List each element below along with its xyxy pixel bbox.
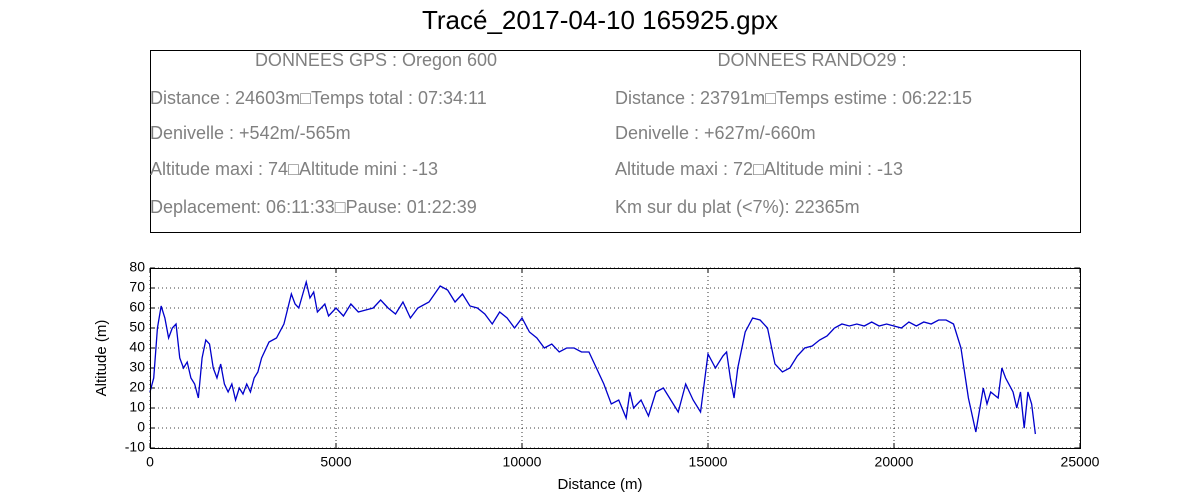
y-tick-label: 40	[129, 339, 145, 355]
x-axis-label: Distance (m)	[557, 476, 642, 493]
y-tick-label: 80	[129, 259, 145, 275]
y-tick-label: 0	[137, 419, 145, 435]
info-text: Distance : 24603m□Temps total : 07:34:11	[150, 88, 487, 108]
y-tick-label: 50	[129, 319, 145, 335]
info-text: Distance : 23791m□Temps estime : 06:22:1…	[615, 88, 972, 108]
y-tick-label: -10	[125, 439, 145, 455]
y-tick-label: 10	[129, 399, 145, 415]
altitude-line	[149, 279, 1037, 435]
y-axis-label: Altitude (m)	[93, 320, 110, 397]
y-tick-label: 30	[129, 359, 145, 375]
y-tick-label: 70	[129, 279, 145, 295]
plot-frame	[150, 268, 1081, 449]
y-tick-label: 20	[129, 379, 145, 395]
info-text: Denivelle : +627m/-660m	[615, 123, 816, 143]
info-box	[150, 50, 1081, 233]
x-tick-label: 15000	[689, 454, 728, 470]
info-text: Altitude maxi : 74□Altitude mini : -13	[150, 159, 438, 179]
info-text: Denivelle : +542m/-565m	[150, 123, 351, 143]
info-text: Deplacement: 06:11:33□Pause: 01:22:39	[150, 197, 477, 217]
x-tick-label: 10000	[503, 454, 542, 470]
x-tick-label: 20000	[875, 454, 914, 470]
x-tick-label: 25000	[1061, 454, 1100, 470]
x-tick-label: 0	[146, 454, 154, 470]
info-text: DONNEES RANDO29 :	[717, 50, 906, 70]
x-tick-label: 5000	[320, 454, 351, 470]
info-text: DONNEES GPS : Oregon 600	[255, 50, 497, 70]
info-text: Altitude maxi : 72□Altitude mini : -13	[615, 159, 903, 179]
chart-title: Tracé_2017-04-10 165925.gpx	[422, 5, 778, 35]
y-tick-label: 60	[129, 299, 145, 315]
info-text: Km sur du plat (<7%): 22365m	[615, 197, 860, 217]
